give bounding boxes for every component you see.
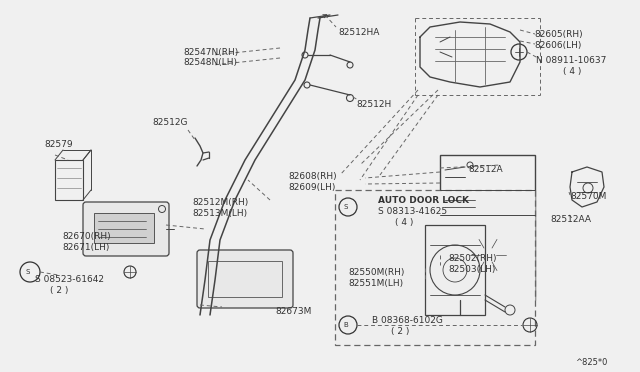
Text: 82547N(RH): 82547N(RH)	[183, 48, 238, 57]
Bar	[208, 261, 282, 297]
Text: 82608(RH): 82608(RH)	[288, 172, 337, 181]
Bar	[440, 155, 535, 300]
Text: 82671(LH): 82671(LH)	[62, 243, 109, 252]
Text: 82512M(RH): 82512M(RH)	[192, 198, 248, 207]
FancyBboxPatch shape	[197, 250, 293, 308]
Text: 82551M(LH): 82551M(LH)	[348, 279, 403, 288]
Text: 82673M: 82673M	[275, 307, 312, 316]
Text: 82512HA: 82512HA	[338, 28, 380, 37]
Bar	[425, 225, 485, 315]
Text: 82606(LH): 82606(LH)	[534, 41, 581, 50]
Text: 82503(LH): 82503(LH)	[448, 265, 495, 274]
Text: ^825*0: ^825*0	[575, 358, 607, 367]
Text: B: B	[344, 322, 348, 328]
Text: S: S	[26, 269, 30, 275]
Bar	[55, 160, 83, 200]
Text: 82570M: 82570M	[570, 192, 606, 201]
Text: 82512A: 82512A	[468, 165, 502, 174]
Bar	[94, 213, 154, 243]
Text: 82502(RH): 82502(RH)	[448, 254, 497, 263]
Text: ( 4 ): ( 4 )	[395, 218, 413, 227]
Text: S 08523-61642: S 08523-61642	[35, 275, 104, 284]
Text: N 08911-10637: N 08911-10637	[536, 56, 606, 65]
Text: 82513M(LH): 82513M(LH)	[192, 209, 247, 218]
Bar	[335, 190, 535, 345]
Text: 82670(RH): 82670(RH)	[62, 232, 111, 241]
Text: B 08368-6102G: B 08368-6102G	[372, 316, 443, 325]
Text: 82609(LH): 82609(LH)	[288, 183, 335, 192]
Text: AUTO DOOR LOCK: AUTO DOOR LOCK	[378, 196, 469, 205]
Text: S: S	[344, 204, 348, 210]
Text: S 08313-41625: S 08313-41625	[378, 207, 447, 216]
Circle shape	[482, 249, 494, 261]
Text: 82548N(LH): 82548N(LH)	[183, 58, 237, 67]
Text: 82512G: 82512G	[152, 118, 188, 127]
Text: ( 2 ): ( 2 )	[50, 286, 68, 295]
Text: ( 4 ): ( 4 )	[563, 67, 581, 76]
FancyBboxPatch shape	[83, 202, 169, 256]
Text: 82512H: 82512H	[356, 100, 391, 109]
Text: 82579: 82579	[44, 140, 72, 149]
Text: ( 2 ): ( 2 )	[391, 327, 410, 336]
Text: 82550M(RH): 82550M(RH)	[348, 268, 404, 277]
Text: 82605(RH): 82605(RH)	[534, 30, 582, 39]
Text: 82512AA: 82512AA	[550, 215, 591, 224]
